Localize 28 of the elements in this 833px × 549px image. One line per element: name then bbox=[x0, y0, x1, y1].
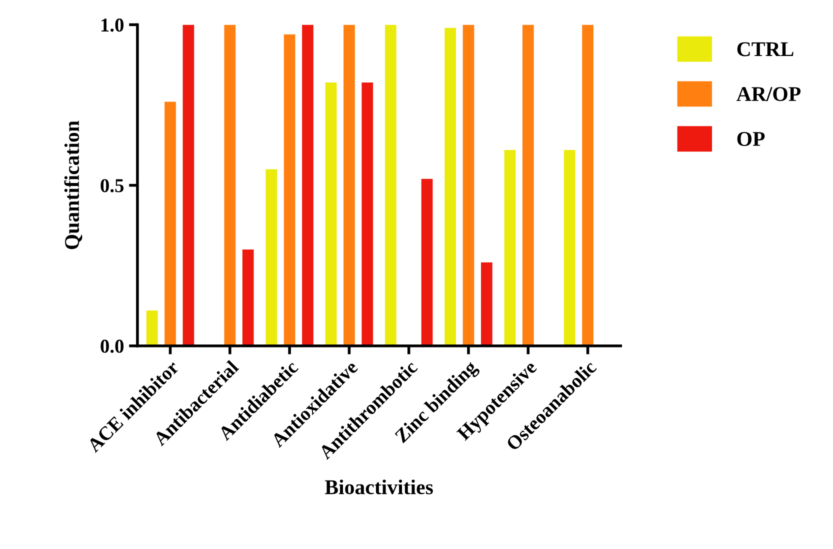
legend-label: AR/OP bbox=[736, 87, 801, 102]
y-axis-title: Quantification bbox=[64, 120, 82, 250]
x-axis-title: Bioactivities bbox=[324, 480, 433, 494]
bar bbox=[504, 150, 516, 346]
bar bbox=[284, 34, 296, 346]
legend-label: OP bbox=[737, 132, 765, 146]
y-tick-label: 0.0 bbox=[100, 340, 124, 353]
bar bbox=[224, 24, 236, 346]
bar bbox=[325, 82, 337, 346]
bar bbox=[362, 82, 374, 346]
bar bbox=[164, 102, 176, 346]
bar bbox=[582, 24, 594, 346]
legend-label: CTRL bbox=[737, 42, 794, 56]
bar bbox=[421, 178, 433, 346]
bar bbox=[522, 24, 534, 346]
bar bbox=[444, 28, 456, 346]
bar bbox=[302, 24, 314, 346]
y-tick-label: 1.0 bbox=[102, 18, 124, 32]
bar bbox=[344, 24, 355, 346]
bar bbox=[480, 262, 492, 346]
bar bbox=[146, 310, 158, 346]
bar bbox=[242, 250, 254, 346]
bar bbox=[384, 24, 396, 346]
bar bbox=[182, 24, 194, 346]
bar bbox=[462, 24, 474, 346]
y-tick-label: 0.5 bbox=[100, 179, 124, 192]
bar bbox=[564, 150, 576, 346]
bar bbox=[266, 169, 278, 346]
